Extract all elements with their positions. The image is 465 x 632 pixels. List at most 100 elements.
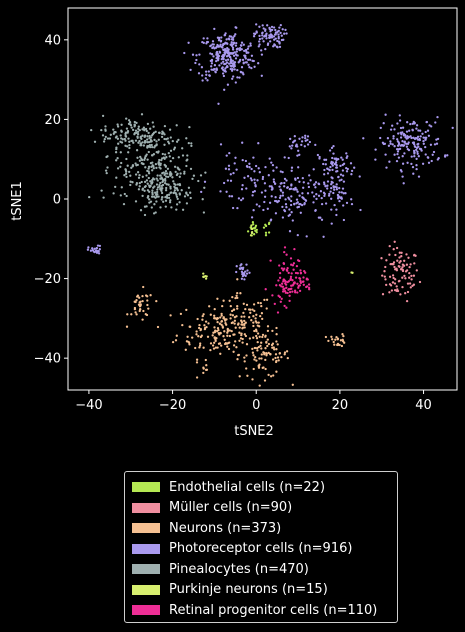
data-point [231,321,234,324]
data-point [225,318,228,321]
data-point [298,153,301,156]
data-point [267,174,270,177]
data-point [388,244,391,248]
data-point [283,32,286,35]
data-point [350,198,353,201]
data-point [247,58,250,61]
data-point [215,318,218,321]
data-point [156,179,159,182]
data-point [278,276,282,279]
data-point [120,186,123,189]
data-point [422,142,425,145]
data-point [416,135,420,138]
data-point [87,246,90,249]
y-axis-label: tSNE1 [10,181,25,221]
data-point [337,175,340,179]
data-point [345,156,348,160]
data-point [200,190,203,194]
data-point [323,158,326,161]
data-point [189,68,192,72]
data-point [401,131,404,134]
data-point [409,263,412,266]
data-point [257,62,260,65]
data-point [264,165,267,169]
data-point [276,343,279,346]
data-point [227,48,230,51]
data-point [251,190,255,194]
data-point [231,314,235,317]
data-point [410,162,413,166]
data-point [258,25,261,28]
data-point [408,276,411,279]
data-point [335,170,338,173]
data-point [281,194,285,197]
data-point [395,285,398,288]
data-point [274,37,277,40]
data-point [401,276,404,279]
data-point [136,135,139,138]
data-point [390,289,394,292]
data-point [281,191,285,194]
data-point [334,161,338,164]
data-point [245,354,248,357]
data-point [173,182,176,185]
data-point [262,27,265,30]
data-point [410,278,413,281]
data-point [250,179,253,182]
data-point [272,178,275,181]
data-point [176,197,179,201]
data-point [326,172,330,175]
data-point [234,57,238,60]
data-point [202,37,205,40]
data-point [173,165,177,168]
data-point [162,131,165,135]
data-point [253,170,256,173]
data-point [254,317,257,320]
data-point [159,174,162,177]
data-point [398,147,402,151]
data-point [153,138,156,142]
data-point [291,219,294,222]
data-point [209,44,212,48]
data-point [175,173,179,177]
data-point [142,285,145,289]
data-point [244,307,247,311]
data-point [333,343,336,346]
data-point [270,161,273,164]
data-point [413,155,416,158]
data-point [149,138,152,142]
data-point [134,129,138,132]
data-point [432,150,436,154]
data-point [253,358,256,361]
data-point [143,134,147,137]
data-point [312,168,315,171]
data-point [395,159,399,163]
data-point [288,145,291,148]
data-point [302,276,305,279]
data-point [241,327,244,330]
data-point [421,132,424,135]
data-point [246,175,250,178]
data-point [164,199,168,202]
data-point [258,43,261,46]
data-point [240,332,243,335]
data-point [295,143,298,146]
data-point [394,268,397,271]
data-point [171,156,175,160]
data-point [202,371,205,375]
data-point [228,299,231,302]
data-point [236,291,239,295]
data-point [185,159,188,162]
data-point [149,136,153,139]
data-point [157,162,160,165]
data-point [190,144,193,148]
data-point [339,173,343,176]
data-point [290,211,293,214]
data-point [293,139,297,142]
data-point [199,342,202,345]
data-point [286,267,289,270]
data-point [103,137,106,141]
data-point [326,184,329,187]
data-point [169,185,172,189]
data-point [248,66,251,69]
